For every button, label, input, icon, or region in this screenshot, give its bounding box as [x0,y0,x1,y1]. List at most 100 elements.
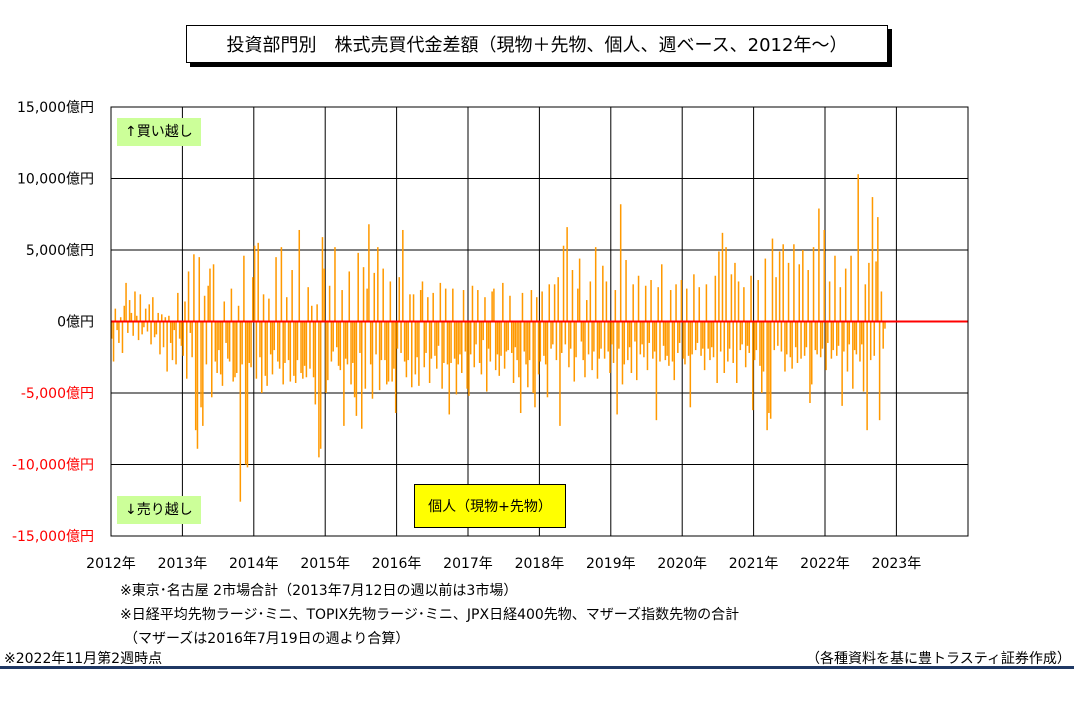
bar [519,321,522,414]
bar [161,314,163,322]
bar [305,321,308,378]
x-tick-label: 2016年 [372,556,422,572]
bar [409,294,411,322]
bar [141,321,143,335]
x-tick-label: 2021年 [729,556,779,572]
bar [603,321,606,359]
bar [687,321,690,356]
bar [619,204,622,322]
bar [680,280,683,322]
bar [836,321,838,356]
bar [634,321,636,342]
bar [393,321,395,369]
bar [761,321,763,393]
bar [743,287,745,322]
bar [602,265,604,322]
bar [253,245,256,322]
bar [196,321,199,449]
bar [148,304,151,322]
bar [778,251,781,322]
bar [496,321,499,355]
bar [707,321,709,349]
bar [341,290,343,322]
bar [643,321,645,358]
bar [741,321,743,345]
bar [871,197,874,322]
bar [371,321,374,399]
bar [191,321,193,358]
chart-title-text: 投資部門別 株式売買代金差額（現物＋先物、個人、週ベース、2012年～） [226,35,848,56]
bar [511,321,513,353]
bar [234,321,236,378]
bar [668,321,670,366]
bar [812,247,815,322]
bar [861,321,863,345]
bar [169,321,172,343]
bar [568,321,570,368]
bar [714,275,717,322]
bar [194,321,197,431]
bar [823,229,826,322]
x-tick-label: 2015年 [300,556,350,572]
bar [294,321,297,383]
bar [536,297,538,322]
bar [362,267,365,322]
bar [818,208,820,322]
bar [318,321,320,458]
bar [673,321,676,381]
bar [312,321,315,378]
bar [307,287,309,322]
y-axis-tick-labels: 15,000億円 10,000億円 5,000億円 0億円 -5,000億円 -10,00… [12,100,94,545]
bar [171,321,174,361]
bar [280,247,283,322]
bar [152,297,154,322]
bar [352,321,354,363]
bar [628,321,631,348]
bar [869,321,872,361]
bar [618,321,620,349]
bar [484,297,486,322]
bar [652,321,654,359]
bar [752,321,754,411]
bar [391,321,393,382]
bar [682,321,684,359]
bar [507,321,509,351]
bar [564,321,567,345]
bar [809,321,811,404]
bar [189,321,192,333]
bar [337,321,340,366]
x-axis-tick-labels: 2012年 2013年 2014年 2015年 2016年 2017年 2018年 2019年… [86,556,921,572]
bar [221,321,224,386]
bar [623,321,626,365]
bar [841,321,843,406]
bar [500,321,502,356]
bar [182,321,184,356]
bar [364,321,367,389]
bar [696,321,699,343]
bar [146,321,149,332]
bar [596,321,599,379]
bar [368,224,370,322]
bar [482,321,484,341]
bar [878,321,881,421]
bar [461,321,463,373]
bar [827,321,829,343]
bar [700,321,702,356]
bar [291,270,293,322]
bar [614,290,617,322]
bar [509,295,511,322]
bar [550,321,552,349]
bar [139,294,142,322]
bar [250,321,252,368]
sell-annotation: ↓売り越し [117,496,201,524]
bar [657,287,659,322]
bar [411,321,413,388]
bar [394,321,397,414]
bar [862,321,865,392]
bar [777,321,779,346]
bar [268,298,270,322]
bar [434,321,436,356]
bar [202,321,204,426]
bar [287,321,290,361]
bar [432,292,434,322]
